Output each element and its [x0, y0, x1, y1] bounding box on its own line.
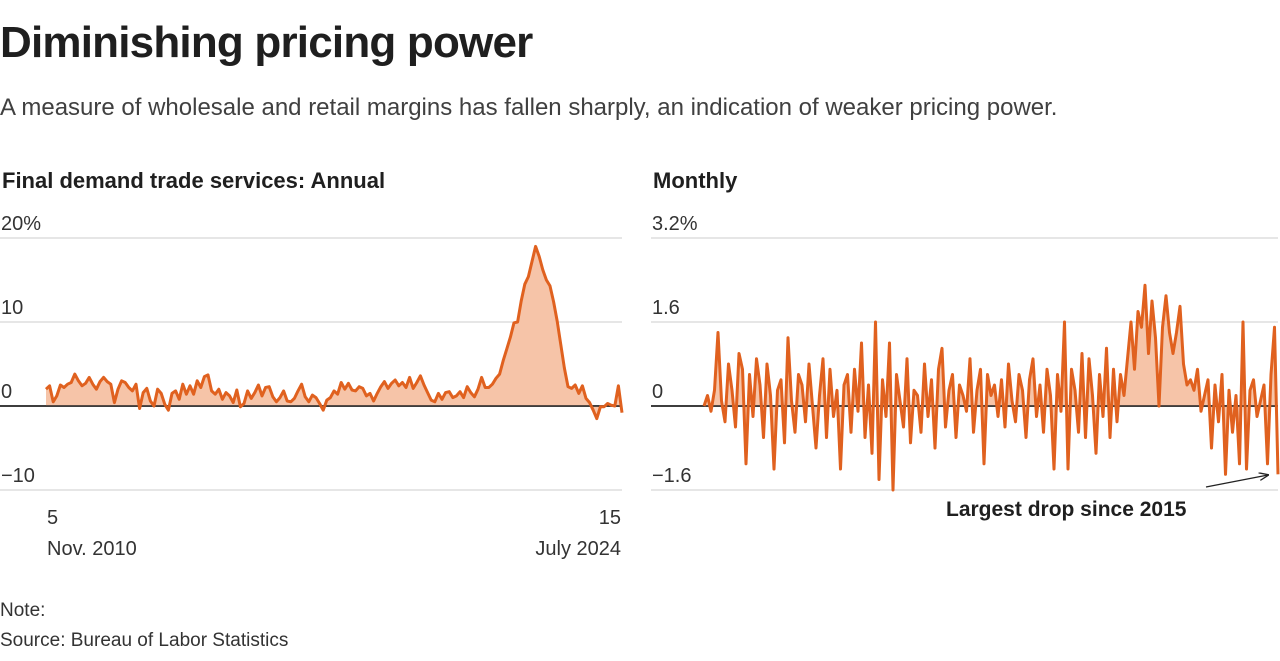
y-tick-label: 0 [652, 381, 663, 403]
monthly-chart: 3.2% 1.6 0 −1.6 [651, 213, 1280, 492]
series-line [702, 283, 1280, 492]
x-end-label: 15 [599, 507, 621, 529]
footnote: Note: [0, 600, 46, 621]
series-line [44, 244, 624, 421]
y-tick-label: 3.2% [652, 213, 698, 235]
source-credit: Source: Bureau of Labor Statistics [0, 630, 289, 651]
annotation-arrow [1205, 475, 1268, 488]
x-end-label: July 2024 [535, 538, 621, 560]
series-area [46, 246, 622, 419]
y-tick-label: −10 [1, 465, 35, 487]
x-start-label: 5 [47, 507, 58, 529]
y-tick-label: 20% [1, 213, 41, 235]
annotation-label: Largest drop since 2015 [946, 498, 1187, 521]
page-title: Diminishing pricing power [0, 18, 533, 67]
y-tick-label: 10 [1, 297, 23, 319]
y-tick-label: −1.6 [652, 465, 691, 487]
x-start-label: Nov. 2010 [47, 538, 137, 560]
annual-chart: 20% 10 0 −10 5 Nov. 2010 15 July 2024 [0, 213, 624, 560]
y-tick-label: 1.6 [652, 297, 680, 319]
page-subtitle: A measure of wholesale and retail margin… [0, 94, 1058, 121]
y-tick-label: 0 [1, 381, 12, 403]
monthly-chart-title: Monthly [653, 168, 738, 193]
annual-chart-title: Final demand trade services: Annual [2, 168, 386, 193]
annotation-layer: Largest drop since 2015 [946, 475, 1268, 521]
series-area [704, 285, 1278, 490]
